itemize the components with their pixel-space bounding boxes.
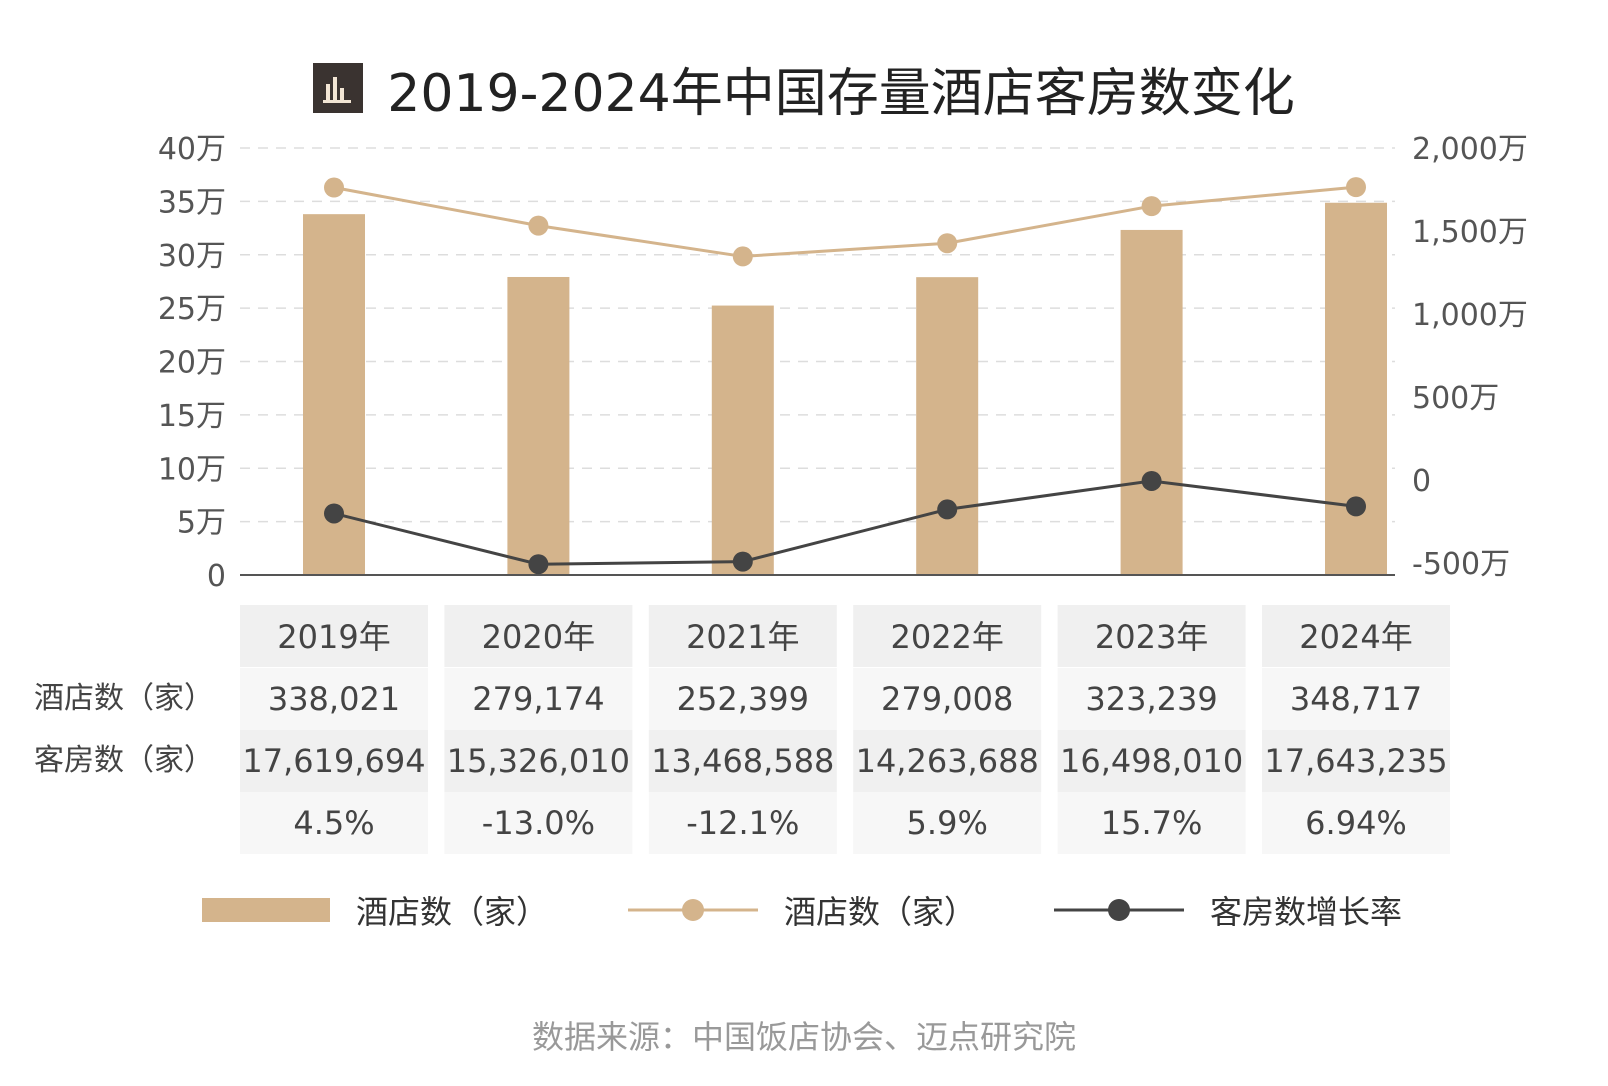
y-left-tick-label: 30万 xyxy=(158,239,226,274)
chart-title-bar: 2019-2024年中国存量酒店客房数变化 xyxy=(0,48,1608,128)
chart-title: 2019-2024年中国存量酒店客房数变化 xyxy=(387,63,1295,124)
point-growth xyxy=(1141,470,1162,491)
bar xyxy=(711,305,774,575)
y-right-tick-label: 500万 xyxy=(1412,381,1499,416)
table-cell xyxy=(1262,730,1450,792)
point-hotel xyxy=(324,177,344,198)
y-left-tick-label: 40万 xyxy=(158,132,226,167)
table-cell xyxy=(853,730,1042,792)
bar xyxy=(1325,202,1387,575)
table-cell-value: 338,021 xyxy=(268,680,400,718)
point-hotel xyxy=(732,246,753,267)
y-right-tick-label: -500万 xyxy=(1412,547,1510,582)
y-right-tick-label: 1,000万 xyxy=(1412,298,1528,333)
table-header-cell xyxy=(444,605,633,667)
table-cell xyxy=(444,668,633,730)
y-left-tick-label: 35万 xyxy=(158,185,226,220)
table-cell xyxy=(853,792,1042,854)
legend: 酒店数（家） 酒店数（家） 客房数增长率 xyxy=(0,880,1608,940)
bar-chart-icon xyxy=(313,63,364,113)
table-header-cell xyxy=(1262,605,1450,667)
table-cell xyxy=(1057,792,1246,854)
table-cell xyxy=(648,668,837,730)
legend-label-growth-line: 客房数增长率 xyxy=(1210,893,1403,931)
table-cell-value: -13.0% xyxy=(482,804,595,842)
y-left-tick-label: 20万 xyxy=(158,346,226,381)
y-right-tick-label: 0 xyxy=(1412,464,1431,499)
bar xyxy=(507,276,570,575)
table-cell-value: 4.5% xyxy=(293,804,374,842)
table-cell xyxy=(1262,668,1450,730)
table-cell xyxy=(240,668,428,730)
table-cell xyxy=(1057,730,1246,792)
table-cell-value: 323,239 xyxy=(1085,680,1217,718)
legend-line-swatch-hotel xyxy=(628,899,758,921)
table-cell-value: 279,174 xyxy=(472,680,604,718)
y-left-tick-label: 25万 xyxy=(158,292,226,327)
table-header-label: 2023年 xyxy=(1095,618,1208,656)
table-cell xyxy=(444,730,633,792)
y-left-tick-label: 15万 xyxy=(158,399,226,434)
table-cell-value: 15,326,010 xyxy=(447,742,630,780)
table-header-cell xyxy=(853,605,1042,667)
legend-item-hotel-line: 酒店数（家） xyxy=(628,880,976,940)
table-cell xyxy=(648,792,837,854)
point-hotel xyxy=(528,215,549,236)
table-cell-value: 348,717 xyxy=(1290,680,1422,718)
table-header-label: 2020年 xyxy=(482,618,595,656)
table-cell-value: 17,643,235 xyxy=(1264,742,1447,780)
table-cell xyxy=(648,730,837,792)
y-left-tick-label: 5万 xyxy=(177,506,226,541)
legend-item-hotel-bar: 酒店数（家） xyxy=(202,880,548,940)
table-row-label: 酒店数（家） xyxy=(34,681,214,716)
table-cell-value: 5.9% xyxy=(907,804,988,842)
chart: 0 5万 10万 15万 20万 25万 30万 35万 40万 -500万 0 500万 1,000万… xyxy=(34,132,1528,854)
legend-label-hotel-bar: 酒店数（家） xyxy=(356,893,549,931)
table-header-label: 2022年 xyxy=(890,618,1003,656)
bar xyxy=(916,277,979,575)
table-cell xyxy=(1057,668,1246,730)
table-cell-value: -12.1% xyxy=(686,804,799,842)
y-right-tick-label: 1,500万 xyxy=(1412,215,1528,250)
table-cell xyxy=(1262,792,1450,854)
point-hotel xyxy=(937,233,958,254)
point-growth xyxy=(937,499,958,520)
table-header-label: 2019年 xyxy=(277,618,390,656)
point-growth xyxy=(732,551,753,572)
legend-label-hotel-line: 酒店数（家） xyxy=(784,893,977,931)
table-cell xyxy=(240,730,428,792)
table-header-label: 2021年 xyxy=(686,618,799,656)
bar xyxy=(1120,229,1183,575)
table-cell-value: 252,399 xyxy=(677,680,809,718)
source-note: 数据来源：中国饭店协会、迈点研究院 xyxy=(531,1018,1076,1056)
legend-bar-swatch xyxy=(202,898,330,922)
table-cell xyxy=(444,792,633,854)
table-cell xyxy=(240,792,428,854)
table-cell-value: 17,619,694 xyxy=(242,742,425,780)
y-left-tick-label: 0 xyxy=(207,559,226,594)
table-header-cell xyxy=(1057,605,1246,667)
table-row-label: 客房数（家） xyxy=(34,743,214,778)
table-cell-value: 14,263,688 xyxy=(856,742,1039,780)
table-cell-value: 6.94% xyxy=(1305,804,1407,842)
table-header-cell xyxy=(648,605,837,667)
table-cell-value: 15.7% xyxy=(1101,804,1203,842)
table-cell xyxy=(853,668,1042,730)
point-hotel xyxy=(1141,196,1162,217)
table-cell-value: 16,498,010 xyxy=(1060,742,1243,780)
table-header-cell xyxy=(240,605,428,667)
point-growth xyxy=(1346,496,1366,517)
legend-line-swatch-growth xyxy=(1054,899,1184,921)
point-growth xyxy=(528,554,549,575)
point-hotel xyxy=(1346,177,1366,198)
legend-item-growth-line: 客房数增长率 xyxy=(1054,880,1402,940)
point-growth xyxy=(324,503,344,524)
table-cell-value: 279,008 xyxy=(881,680,1013,718)
table-cell-value: 13,468,588 xyxy=(651,742,834,780)
series-line-growth xyxy=(333,479,1357,566)
y-right-tick-label: 2,000万 xyxy=(1412,132,1528,167)
y-left-tick-label: 10万 xyxy=(158,452,226,487)
table-header-label: 2024年 xyxy=(1299,618,1412,656)
series-line-hotel xyxy=(333,185,1357,258)
